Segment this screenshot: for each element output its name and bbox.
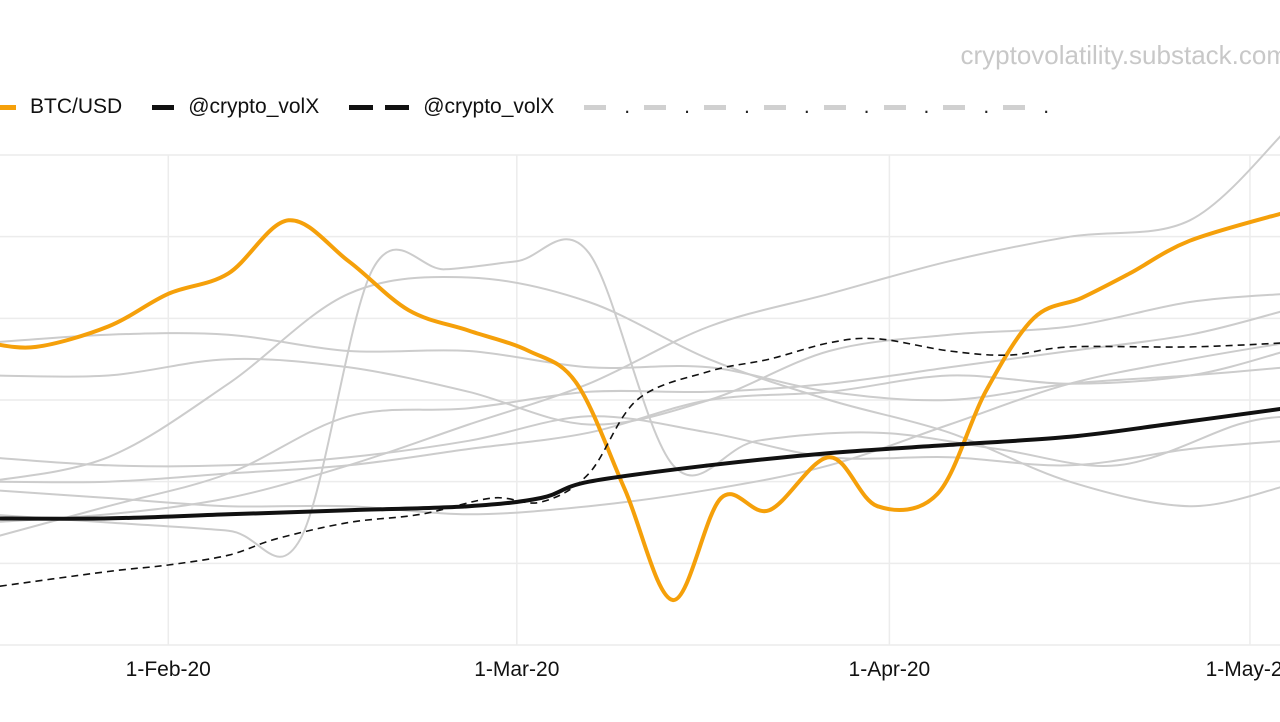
x-tick-label: 1-Feb-20 bbox=[126, 658, 211, 681]
series-line-peer bbox=[0, 310, 1280, 537]
legend-label-peer: . bbox=[743, 95, 750, 118]
legend-item-peer[interactable]: . bbox=[584, 95, 630, 119]
legend-label-peer: . bbox=[803, 95, 810, 118]
series-line-crypto-volx-dashed bbox=[0, 337, 1280, 587]
x-tick-label: 1-May-20 bbox=[1206, 658, 1280, 681]
series-line-peer bbox=[0, 238, 1280, 558]
legend-swatch-gray bbox=[1003, 104, 1026, 110]
legend-item-btc[interactable]: BTC/USD bbox=[0, 95, 122, 119]
legend-label-peer: . bbox=[983, 95, 990, 118]
legend-label-btc: BTC/USD bbox=[30, 95, 123, 118]
legend-label-peer: . bbox=[863, 95, 870, 118]
legend-swatch-gray bbox=[823, 104, 846, 110]
legend-swatch-gray bbox=[644, 104, 667, 110]
series-line-peer bbox=[0, 275, 1280, 508]
x-tick-label: 1-Apr-20 bbox=[849, 658, 931, 681]
legend-item-peer[interactable]: . bbox=[763, 95, 810, 119]
watermark: cryptovolatility.substack.com bbox=[960, 40, 1280, 70]
legend-swatch-dashed bbox=[349, 104, 410, 110]
legend-item-peer[interactable]: . bbox=[644, 95, 690, 119]
main-series bbox=[0, 211, 1280, 603]
series-line-peer bbox=[0, 293, 1280, 426]
legend-label-peer: . bbox=[624, 95, 631, 118]
legend-label-index-dashed: @crypto_volX bbox=[423, 95, 555, 118]
legend-item-peer[interactable]: . bbox=[823, 95, 870, 119]
series-line-btc-usd bbox=[0, 211, 1280, 603]
series-line-peer bbox=[0, 135, 1280, 523]
legend-item-index-dashed[interactable]: @crypto_volX bbox=[349, 95, 554, 119]
series-line-crypto-volx bbox=[0, 406, 1280, 521]
legend-swatch-orange bbox=[0, 104, 16, 110]
legend-item-index[interactable]: @crypto_volX bbox=[152, 95, 319, 119]
series-line-peer bbox=[0, 351, 1280, 484]
x-tick-label: 1-Mar-20 bbox=[474, 658, 559, 681]
legend-item-peer[interactable]: . bbox=[943, 95, 989, 119]
legend-swatch-gray bbox=[943, 104, 966, 110]
legend-faded-group: ........ bbox=[584, 95, 1063, 119]
legend-label-index: @crypto_volX bbox=[188, 95, 320, 118]
legend-item-peer[interactable]: . bbox=[703, 95, 750, 119]
legend-swatch-gray bbox=[763, 104, 786, 110]
legend-label-peer: . bbox=[923, 95, 930, 118]
legend-swatch-black bbox=[152, 104, 175, 110]
legend-label-peer: . bbox=[684, 95, 690, 118]
peer-series bbox=[0, 135, 1280, 558]
legend-item-peer[interactable]: . bbox=[883, 95, 930, 119]
legend-swatch-gray bbox=[883, 104, 906, 110]
legend-swatch-gray bbox=[584, 104, 607, 110]
legend-swatch-gray bbox=[703, 104, 726, 110]
series-line-peer bbox=[0, 342, 1280, 516]
series-line-peer bbox=[0, 415, 1280, 468]
legend-label-peer: . bbox=[1043, 95, 1050, 118]
legend-item-peer[interactable]: . bbox=[1003, 95, 1049, 119]
grid bbox=[0, 154, 1280, 646]
legend: BTC/USD @crypto_volX @crypto_volX ......… bbox=[0, 92, 1063, 122]
x-axis: 1-Feb-20 1-Mar-20 1-Apr-20 1-May-20 bbox=[126, 658, 1280, 681]
